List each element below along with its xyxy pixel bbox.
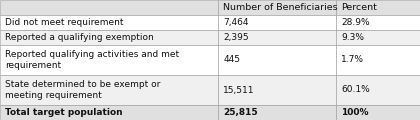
Text: Reported qualifying activities and met
requirement: Reported qualifying activities and met r… bbox=[5, 50, 179, 70]
Bar bbox=[336, 0, 420, 15]
Text: Reported a qualifying exemption: Reported a qualifying exemption bbox=[5, 33, 154, 42]
Bar bbox=[218, 15, 336, 30]
Bar bbox=[0, 0, 218, 15]
Bar bbox=[336, 45, 420, 75]
Bar bbox=[218, 75, 336, 105]
Text: 28.9%: 28.9% bbox=[341, 18, 370, 27]
Text: 25,815: 25,815 bbox=[223, 108, 258, 117]
Bar bbox=[336, 15, 420, 30]
Text: 7,464: 7,464 bbox=[223, 18, 249, 27]
Bar bbox=[336, 105, 420, 120]
Text: Number of Beneficiaries: Number of Beneficiaries bbox=[223, 3, 338, 12]
Text: Total target population: Total target population bbox=[5, 108, 123, 117]
Bar bbox=[336, 30, 420, 45]
Bar bbox=[0, 15, 218, 30]
Text: 15,511: 15,511 bbox=[223, 85, 255, 95]
Text: Did not meet requirement: Did not meet requirement bbox=[5, 18, 123, 27]
Text: 1.7%: 1.7% bbox=[341, 55, 364, 65]
Text: 100%: 100% bbox=[341, 108, 368, 117]
Bar bbox=[218, 0, 336, 15]
Bar bbox=[218, 45, 336, 75]
Bar bbox=[0, 30, 218, 45]
Bar bbox=[0, 105, 218, 120]
Bar bbox=[218, 105, 336, 120]
Bar bbox=[336, 75, 420, 105]
Text: 60.1%: 60.1% bbox=[341, 85, 370, 95]
Text: 9.3%: 9.3% bbox=[341, 33, 364, 42]
Text: State determined to be exempt or
meeting requirement: State determined to be exempt or meeting… bbox=[5, 80, 160, 100]
Text: 2,395: 2,395 bbox=[223, 33, 249, 42]
Bar bbox=[218, 30, 336, 45]
Bar bbox=[0, 45, 218, 75]
Text: Percent: Percent bbox=[341, 3, 377, 12]
Text: 445: 445 bbox=[223, 55, 240, 65]
Bar bbox=[0, 75, 218, 105]
